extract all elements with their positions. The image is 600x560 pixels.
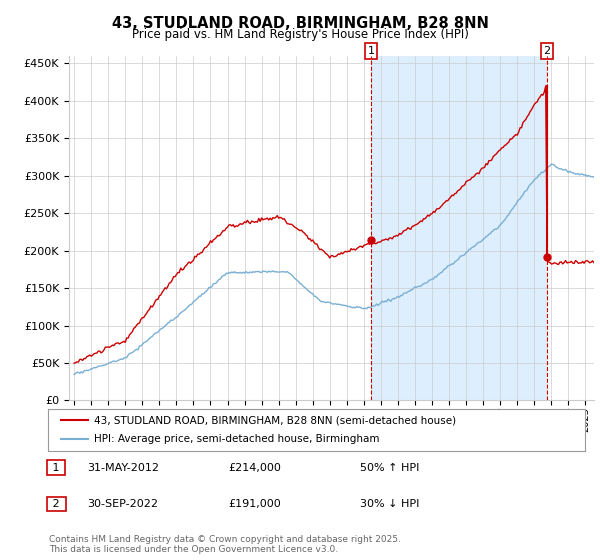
Text: HPI: Average price, semi-detached house, Birmingham: HPI: Average price, semi-detached house,… — [94, 435, 379, 445]
Text: Contains HM Land Registry data © Crown copyright and database right 2025.
This d: Contains HM Land Registry data © Crown c… — [49, 535, 401, 554]
Text: 1: 1 — [367, 46, 374, 56]
Text: £214,000: £214,000 — [228, 463, 281, 473]
Text: Price paid vs. HM Land Registry's House Price Index (HPI): Price paid vs. HM Land Registry's House … — [131, 28, 469, 41]
Text: 2: 2 — [49, 499, 64, 509]
Text: 31-MAY-2012: 31-MAY-2012 — [87, 463, 159, 473]
Text: 2: 2 — [544, 46, 551, 56]
Text: 1: 1 — [49, 463, 63, 473]
Text: 50% ↑ HPI: 50% ↑ HPI — [360, 463, 419, 473]
Bar — [371, 56, 547, 400]
Text: 43, STUDLAND ROAD, BIRMINGHAM, B28 8NN (semi-detached house): 43, STUDLAND ROAD, BIRMINGHAM, B28 8NN (… — [94, 415, 456, 425]
Text: 30% ↓ HPI: 30% ↓ HPI — [360, 499, 419, 509]
Text: 30-SEP-2022: 30-SEP-2022 — [87, 499, 158, 509]
Text: 43, STUDLAND ROAD, BIRMINGHAM, B28 8NN: 43, STUDLAND ROAD, BIRMINGHAM, B28 8NN — [112, 16, 488, 31]
Text: £191,000: £191,000 — [228, 499, 281, 509]
